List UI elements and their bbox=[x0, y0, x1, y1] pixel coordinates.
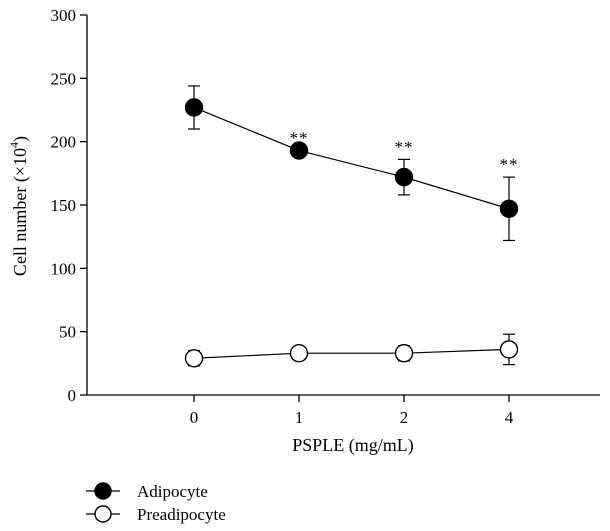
significance-label: ** bbox=[395, 137, 414, 156]
y-axis-label-close: ) bbox=[10, 136, 31, 142]
y-axis: 0 50 100 150 200 250 300 bbox=[51, 6, 88, 405]
legend-label: Preadipocyte bbox=[137, 505, 226, 524]
y-axis-label-main: Cell number (×10 bbox=[10, 148, 31, 276]
data-point bbox=[289, 344, 309, 363]
x-tick-label: 2 bbox=[400, 408, 409, 427]
x-ticks: 0 1 2 4 bbox=[190, 395, 514, 427]
data-point bbox=[184, 98, 204, 117]
data-point bbox=[499, 340, 519, 359]
y-tick-label: 50 bbox=[59, 323, 76, 342]
y-ticks: 0 50 100 150 200 250 300 bbox=[51, 6, 87, 405]
legend-marker bbox=[94, 505, 112, 523]
y-tick-label: 250 bbox=[51, 69, 77, 88]
series-adipocyte: ** ** ** bbox=[184, 85, 519, 242]
legend-item: Adipocyte bbox=[86, 482, 208, 501]
data-point bbox=[184, 349, 204, 368]
y-tick-label: 100 bbox=[51, 259, 77, 278]
series-line bbox=[193, 348, 510, 359]
legend-label: Adipocyte bbox=[137, 482, 208, 501]
x-axis: 0 1 2 4 bbox=[87, 394, 600, 427]
series-line bbox=[193, 106, 510, 210]
y-tick-label: 200 bbox=[51, 133, 77, 152]
significance-label: ** bbox=[500, 155, 519, 174]
x-tick-label: 1 bbox=[295, 408, 304, 427]
x-tick-label: 4 bbox=[505, 408, 514, 427]
legend-marker bbox=[94, 482, 112, 500]
y-tick-label: 150 bbox=[51, 196, 77, 215]
data-point bbox=[394, 344, 414, 363]
data-point bbox=[289, 141, 309, 160]
series-preadipocyte bbox=[184, 333, 519, 368]
x-axis-label: PSPLE (mg/mL) bbox=[292, 435, 414, 456]
data-point bbox=[394, 167, 414, 187]
y-tick-label: 300 bbox=[51, 6, 77, 25]
y-axis-label: Cell number (×104) bbox=[7, 136, 31, 276]
significance-label: ** bbox=[290, 129, 309, 148]
y-axis-label-superscript: 4 bbox=[7, 142, 21, 148]
plot-area: ** ** ** bbox=[184, 85, 519, 368]
y-tick-label: 0 bbox=[68, 386, 77, 405]
data-point bbox=[499, 199, 519, 219]
legend: Adipocyte Preadipocyte bbox=[86, 482, 226, 524]
x-tick-label: 0 bbox=[190, 408, 199, 427]
legend-item: Preadipocyte bbox=[86, 505, 226, 524]
